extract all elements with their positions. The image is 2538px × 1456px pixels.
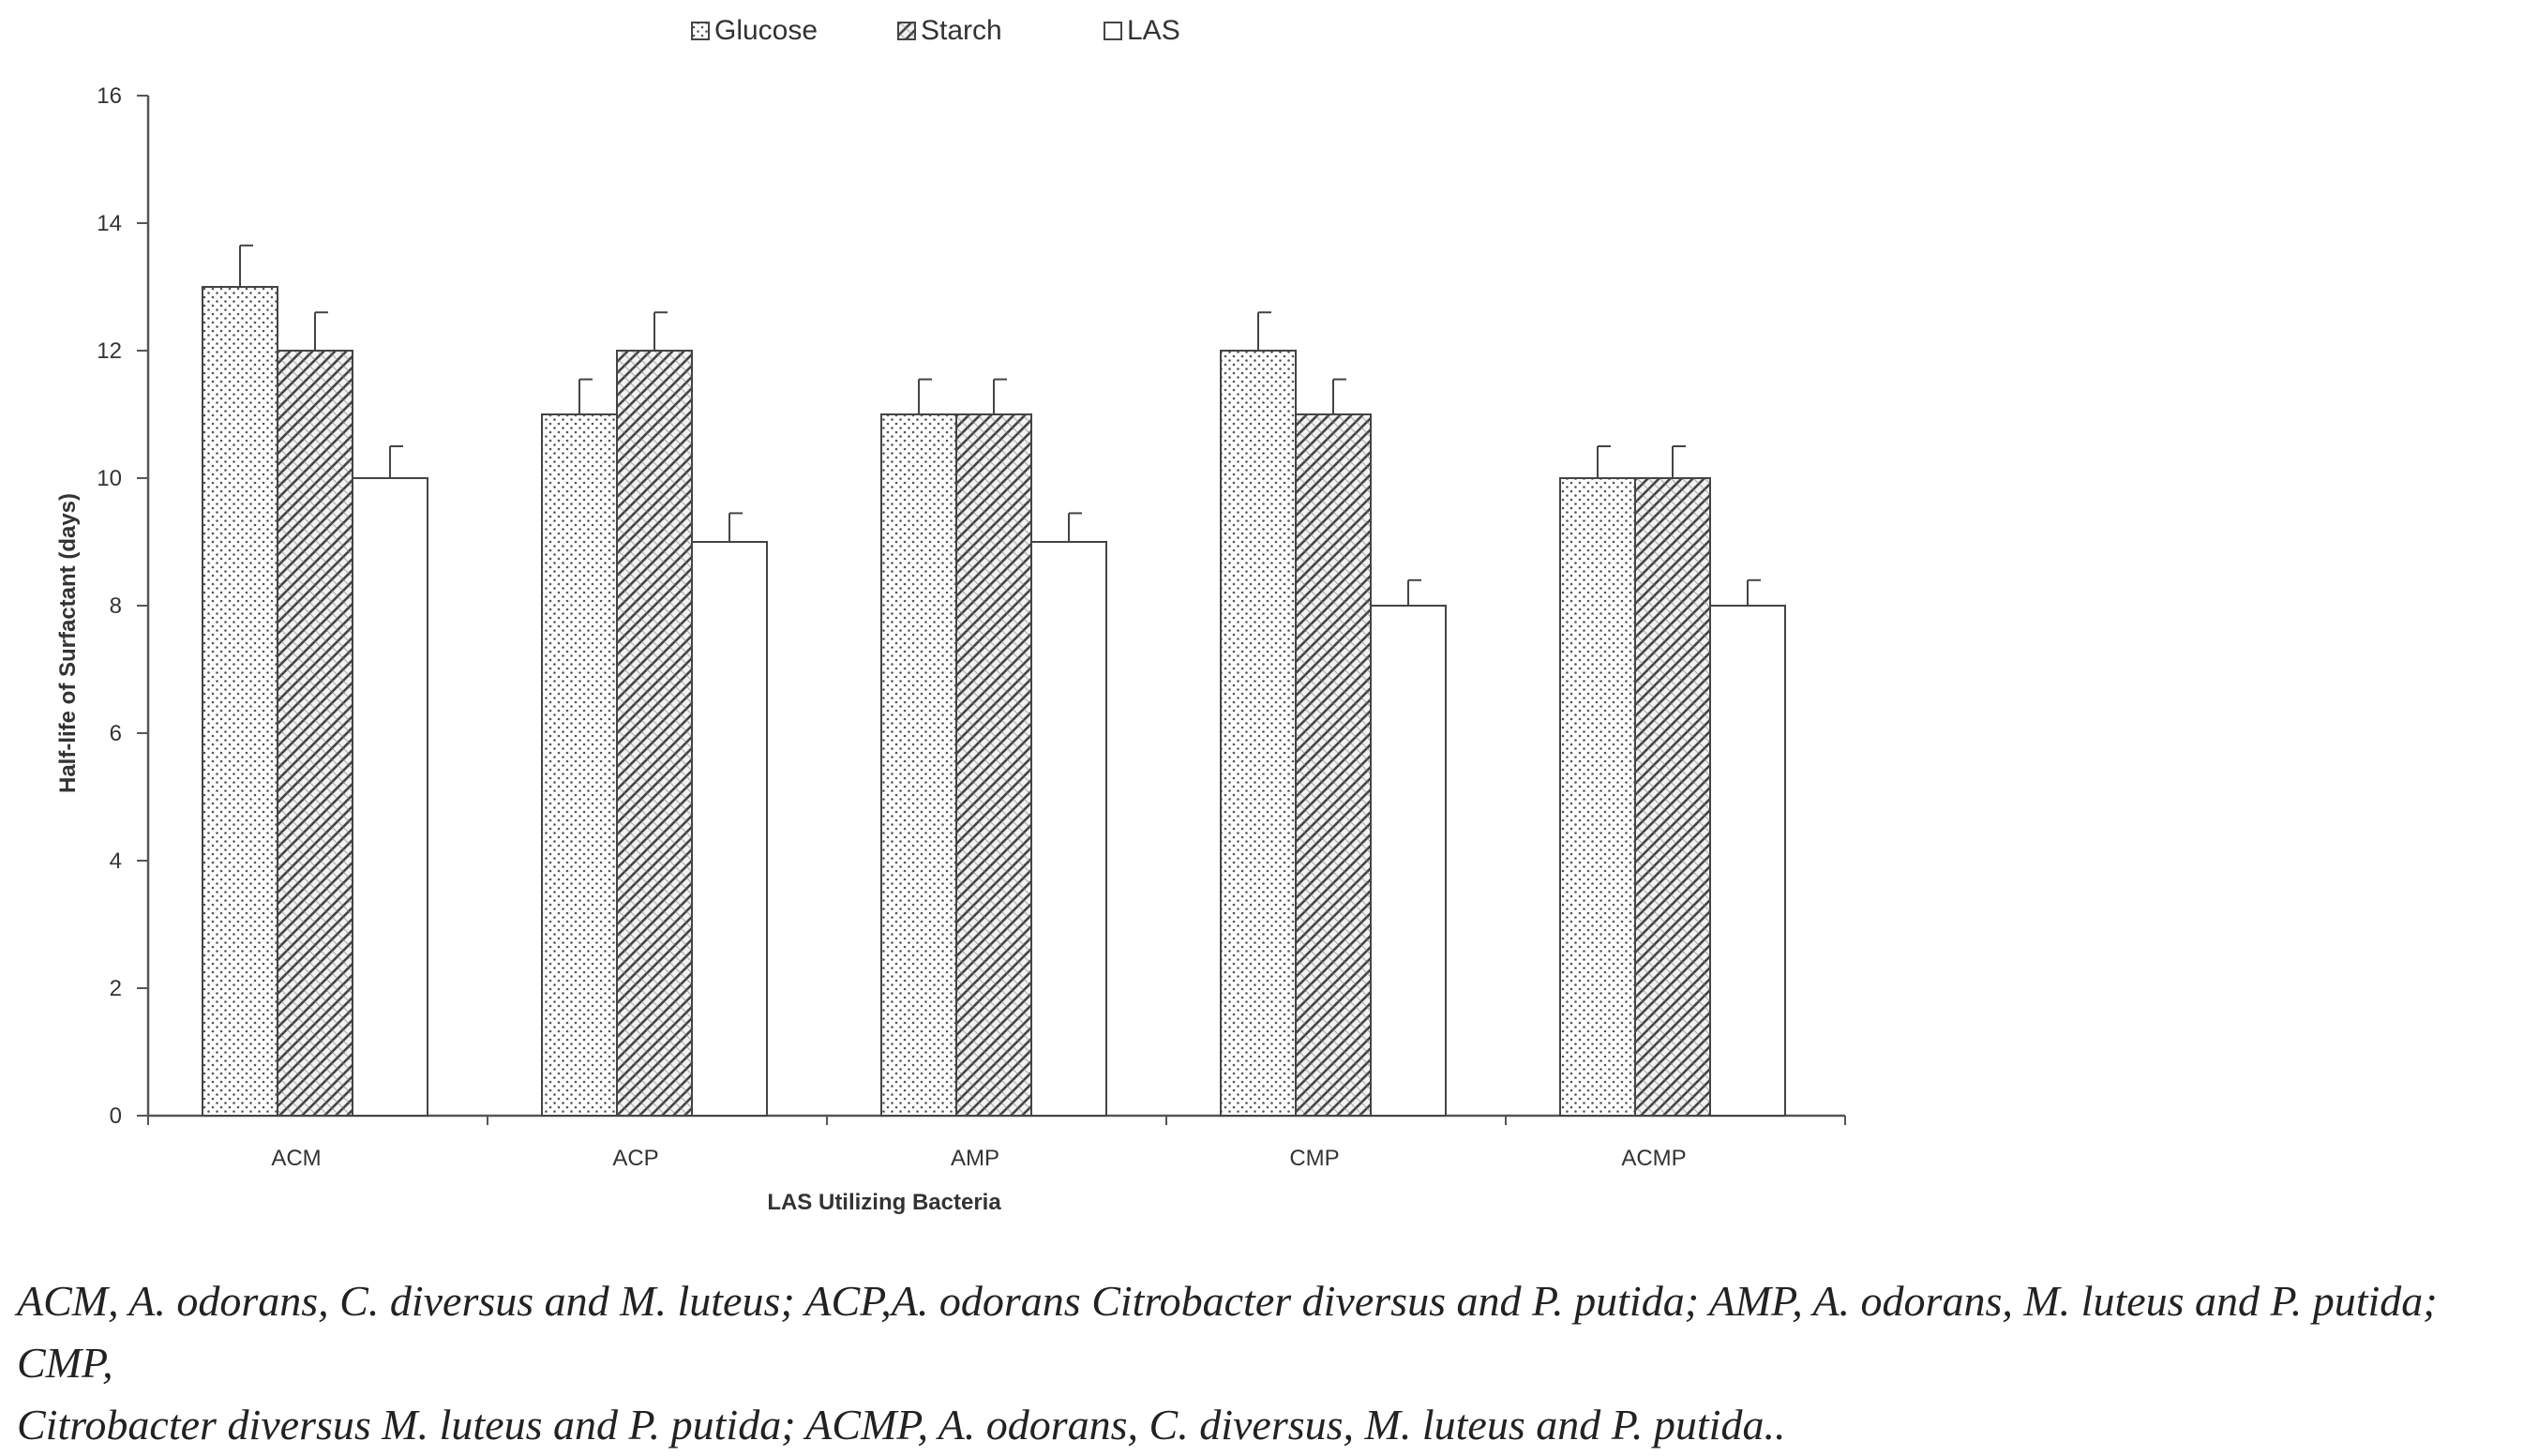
figure-caption: ACM, A. odorans, C. diversus and M. lute… [17,1270,2511,1456]
legend-swatch-glucose [691,22,710,40]
y-tick-label: 6 [110,721,122,746]
y-tick-label: 8 [110,593,122,619]
legend: Glucose Starch LAS [691,15,1180,46]
bar-glucose-cmp [1220,350,1297,1117]
legend-label-starch: Starch [921,15,1002,46]
y-tick-label: 4 [110,848,122,874]
bar-starch-acp [616,350,693,1117]
bar-las-amp [1030,541,1107,1117]
caption-line-2: Citrobacter diversus M. luteus and P. pu… [17,1401,1786,1448]
bar-starch-acmp [1634,477,1711,1117]
bar-glucose-acm [202,286,278,1117]
legend-swatch-starch [897,22,916,40]
x-tick-label-acp: ACP [612,1146,658,1171]
bar-starch-amp [955,413,1032,1117]
caption-line-1: ACM, A. odorans, C. diversus and M. lute… [17,1277,2438,1387]
axes: 0 2 4 6 8 10 12 14 16 Half-life of Surfactant (da… [55,83,1846,1215]
x-tick-label-acm: ACM [271,1146,321,1171]
figure: Glucose Starch LAS 0 2 4 6 8 10 12 14 16 Half-life … [17,15,2438,1448]
bar-starch-acm [277,350,353,1117]
bar-glucose-acmp [1559,477,1636,1117]
x-tick-label-amp: AMP [951,1146,999,1171]
legend-swatch-las [1104,22,1122,40]
legend-label-glucose: Glucose [714,15,818,46]
bar-las-acm [352,477,428,1117]
y-tick-label: 0 [110,1103,122,1129]
bar-chart: Glucose Starch LAS 0 2 4 6 8 10 12 14 16 Half-life … [55,15,1846,1215]
y-axis-title: Half-life of Surfactant (days) [55,493,81,793]
bar-las-cmp [1370,605,1447,1117]
y-tick-label: 16 [97,83,122,109]
bar-las-acmp [1709,605,1786,1117]
y-tick-label: 2 [110,976,122,1001]
bar-las-acp [691,541,768,1117]
bar-glucose-amp [880,413,957,1117]
bar-starch-cmp [1295,413,1372,1117]
bars [202,244,1786,1117]
legend-label-las: LAS [1127,15,1180,46]
y-tick-label: 12 [97,338,122,364]
y-tick-label: 10 [97,466,122,491]
bar-glucose-acp [541,413,618,1117]
x-tick-label-cmp: CMP [1289,1146,1339,1171]
x-axis-title: LAS Utilizing Bacteria [767,1190,1001,1215]
y-tick-label: 14 [97,211,122,236]
x-tick-label-acmp: ACMP [1621,1146,1686,1171]
